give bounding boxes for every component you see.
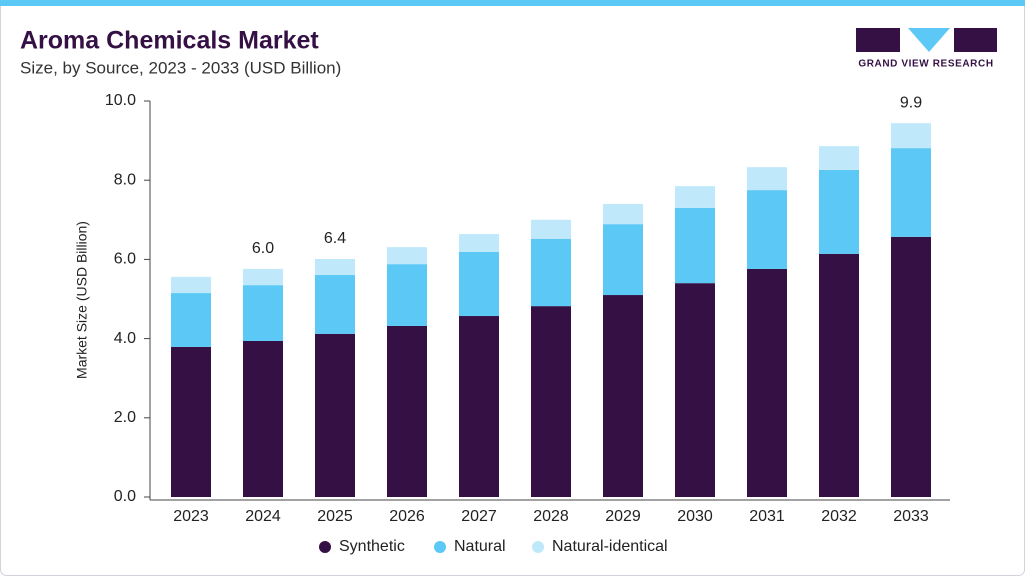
bar-segment [387, 264, 427, 326]
bar-segment [171, 276, 211, 294]
bar-segment [315, 274, 355, 334]
bar-segment [531, 238, 571, 307]
bar-segment [531, 219, 571, 239]
legend-label: Synthetic [339, 538, 405, 555]
bar-segment [459, 251, 499, 317]
bar-segment [603, 224, 643, 296]
y-axis-title: Market Size (USD Billion) [74, 221, 90, 379]
bar-segment [315, 259, 355, 275]
bar-segment [459, 234, 499, 252]
chart-subtitle: Size, by Source, 2023 - 2033 (USD Billio… [20, 58, 341, 77]
bar-segment [315, 333, 355, 497]
bar-segment [459, 316, 499, 497]
x-tick-label: 2030 [677, 508, 713, 525]
y-tick-label: 0.0 [114, 488, 136, 505]
legend-swatch [319, 541, 331, 553]
x-tick-label: 2025 [317, 508, 353, 525]
x-tick-label: 2023 [173, 508, 209, 525]
logo-box [954, 28, 997, 52]
bar-segment [243, 285, 283, 341]
bar-segment [891, 148, 931, 237]
total-label: 6.0 [252, 240, 274, 257]
chart-title: Aroma Chemicals Market [20, 27, 319, 55]
bar-segment [819, 146, 859, 170]
x-tick-label: 2027 [461, 508, 497, 525]
bar-segment [387, 325, 427, 497]
bar-segment [243, 340, 283, 497]
y-tick-label: 6.0 [114, 251, 136, 268]
bar-segment [891, 236, 931, 497]
bar-segment [675, 207, 715, 284]
x-tick-label: 2024 [245, 508, 281, 525]
x-tick-label: 2033 [893, 508, 929, 525]
logo: GRAND VIEW RESEARCH [856, 28, 997, 70]
bar-segment [747, 190, 787, 269]
x-tick-label: 2032 [821, 508, 857, 525]
bar-segment [603, 295, 643, 497]
top-strip [0, 0, 1025, 6]
bar-segment [891, 123, 931, 149]
logo-text: GRAND VIEW RESEARCH [858, 59, 993, 70]
x-tick-label: 2026 [389, 508, 425, 525]
bar-segment [819, 253, 859, 497]
bar-segment [675, 186, 715, 208]
y-tick-label: 10.0 [105, 92, 136, 109]
bar-segment [603, 203, 643, 225]
bar-segment [171, 346, 211, 497]
bar-segment [747, 268, 787, 497]
bar-segment [747, 167, 787, 191]
logo-box [856, 28, 900, 52]
bar-segment [171, 293, 211, 347]
bar-segment [531, 306, 571, 497]
logo-box [908, 28, 950, 52]
y-tick-label: 4.0 [114, 330, 136, 347]
total-label: 9.9 [900, 94, 922, 111]
bar-segment [675, 283, 715, 497]
y-tick-label: 8.0 [114, 171, 136, 188]
legend-swatch [532, 541, 544, 553]
x-tick-label: 2031 [749, 508, 785, 525]
total-label: 6.4 [324, 230, 346, 247]
legend-label: Natural [454, 538, 506, 555]
x-tick-label: 2029 [605, 508, 641, 525]
bar-segment [387, 247, 427, 265]
legend-label: Natural-identical [552, 538, 668, 555]
legend-swatch [434, 541, 446, 553]
x-tick-label: 2028 [533, 508, 569, 525]
y-tick-label: 2.0 [114, 409, 136, 426]
bar-segment [819, 169, 859, 254]
bar-segment [243, 268, 283, 286]
